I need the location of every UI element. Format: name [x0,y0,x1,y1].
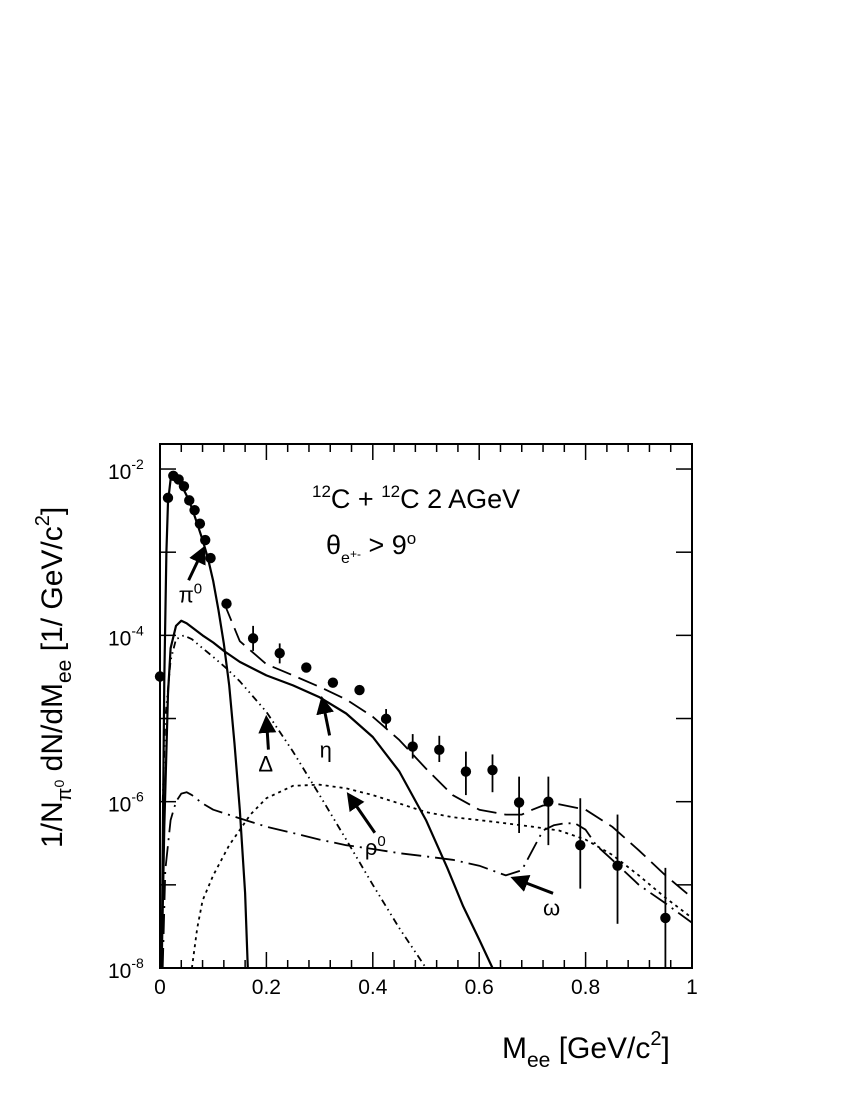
data-point [380,713,392,725]
data-point [301,662,312,673]
data-point [205,552,216,564]
series-line- [161,634,427,968]
data-point [354,684,365,696]
plot-frame [159,443,693,969]
y-tick-label: 10-8 [108,955,144,983]
annotation-angle-cut: θe+- > 9o [326,529,416,567]
series-line- [161,791,692,968]
data-point [200,534,211,546]
data-point [247,633,259,644]
data-point [178,481,190,492]
labels-layer: π0 Δη ρ0 ω [179,545,560,920]
curve-label: ρ0 [365,833,386,860]
x-tick-label: 0 [154,976,166,999]
curve-label: Δ [258,752,273,777]
curve-label: π0 [179,580,203,607]
curve-label: ω [543,895,560,920]
label-arrow [510,875,554,895]
data-point [407,741,418,752]
label-arrow [316,695,334,736]
data-point [575,839,586,851]
series-line- [160,473,249,968]
x-tick-label: 0.2 [252,976,281,999]
data-point [660,912,671,924]
series-layer [160,473,692,968]
data-point [434,744,445,756]
series-line- [160,619,494,968]
x-tick-label: 0.4 [358,976,388,999]
series-line-sum [222,601,692,899]
x-axis-title: Mee [GeV/c2] [502,1028,670,1072]
data-point [543,796,554,807]
plot-frame-layer: 0 0.2 0.4 0.6 0.8 1 10-2 10-4 10-6 10-8 [108,443,698,999]
label-arrow [346,792,377,834]
data-point [460,766,472,777]
data-point [184,495,195,506]
annotation-system: 12C + 12C 2 AGeV [312,482,520,514]
y-axis-title: 1/Nπ0 dN/dMee [1/ GeV/c2] [32,507,76,848]
data-point [513,797,525,808]
data-point [612,860,623,871]
label-arrow [187,545,206,581]
x-tick-label: 0.6 [465,976,494,999]
data-point [154,671,166,682]
data-point [487,764,498,776]
label-arrow [258,714,277,750]
y-tick-label: 10-2 [108,456,144,484]
data-point [189,504,200,516]
data-point [162,492,174,504]
x-tick-label: 1 [686,976,698,999]
y-tick-label: 10-6 [108,789,144,817]
data-points-layer [154,470,671,968]
curve-label: η [320,737,332,762]
data-point [327,677,339,688]
x-tick-label: 0.8 [571,976,600,999]
y-tick-label: 10-4 [108,622,144,650]
data-point [274,648,285,659]
data-point [221,598,232,609]
data-point [194,518,206,529]
